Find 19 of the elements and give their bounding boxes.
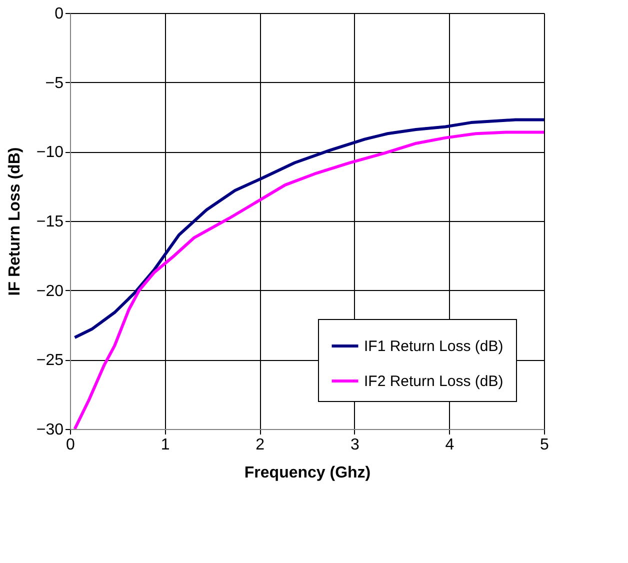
x-tick-label: 4 [445,436,454,454]
y-tick-label: −15 [36,214,64,230]
line-series [73,130,544,429]
y-tick-label: −30 [36,422,64,438]
x-tick-label: 5 [540,436,550,454]
y-tick-label: −5 [45,74,64,92]
y-tick-label: 0 [54,6,64,22]
x-axis-title: Frequency (Ghz) [244,464,371,482]
x-tick-label: 1 [160,436,170,454]
legend-label: IF1 Return Loss (dB) [364,338,504,355]
x-tick-label: 3 [350,436,360,454]
y-tick-label: −25 [36,352,64,370]
y-tick-label: −20 [36,282,64,300]
x-tick-label: 0 [66,436,76,454]
y-tick-label: −10 [36,144,64,162]
x-tick-label: 2 [256,436,265,454]
legend-label: IF2 Return Loss (dB) [364,373,504,390]
line-series [73,118,544,339]
y-axis-title: IF Return Loss (dB) [6,147,24,296]
